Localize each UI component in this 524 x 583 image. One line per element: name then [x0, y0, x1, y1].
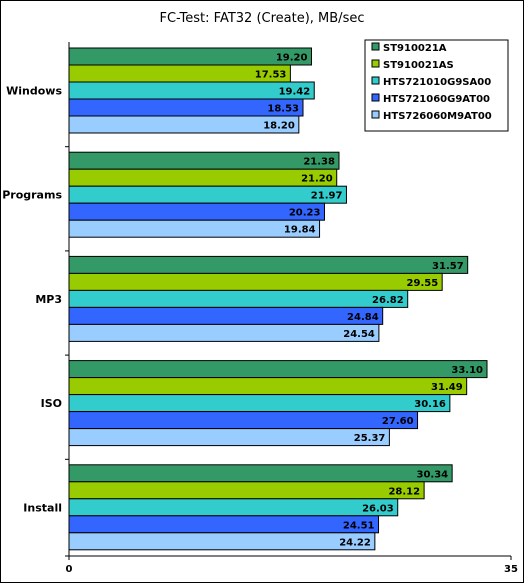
bar: [68, 168, 338, 187]
data-label: 17.53: [255, 70, 287, 81]
data-label: 31.49: [431, 382, 463, 393]
data-label: 19.42: [279, 87, 311, 98]
bar: [68, 515, 380, 534]
bar: [68, 498, 399, 517]
category-label: MP3: [35, 293, 62, 306]
bar: [68, 306, 384, 325]
bar: [68, 532, 376, 551]
data-label: 25.37: [354, 433, 386, 444]
data-label: 19.20: [276, 53, 308, 64]
data-label: 20.23: [289, 208, 321, 219]
bar: [68, 289, 409, 308]
legend-entry: HTS721010G9SA00: [383, 77, 491, 88]
data-label: 24.54: [343, 329, 375, 340]
data-label: 24.22: [339, 537, 371, 548]
data-label: 30.34: [417, 469, 449, 480]
data-label: 28.12: [388, 486, 420, 497]
legend-swatch: [371, 42, 380, 51]
bar: [68, 464, 453, 483]
category-label: Windows: [6, 85, 62, 98]
data-label: 24.51: [343, 520, 375, 531]
legend-entry: HTS726060M9AT00: [383, 111, 492, 122]
plot-area: 19.20 17.53 19.42 18.53 18.20 Windows 21.38 21.…: [2, 42, 518, 575]
legend-swatch: [371, 59, 380, 68]
data-label: 21.20: [301, 174, 333, 185]
bar: [68, 411, 419, 430]
bar: [68, 377, 468, 396]
category-label: Install: [23, 501, 62, 514]
data-label: 27.60: [382, 416, 414, 427]
data-label: 29.55: [407, 278, 439, 289]
category-label: Programs: [2, 189, 62, 202]
data-label: 31.57: [432, 261, 464, 272]
legend-entry: ST910021AS: [383, 60, 454, 71]
data-label: 30.16: [414, 399, 446, 410]
x-tick-label: 0: [66, 564, 73, 575]
data-label: 18.53: [267, 104, 299, 115]
bar: [68, 481, 425, 500]
legend-swatch: [371, 110, 380, 119]
data-label: 21.97: [311, 191, 343, 202]
legend-entry: HTS721060G9AT00: [383, 94, 490, 105]
data-label: 33.10: [451, 365, 483, 376]
bar: [68, 428, 390, 447]
bar: [68, 219, 321, 238]
bar: [68, 185, 347, 204]
data-label: 19.84: [284, 225, 316, 236]
bar: [68, 323, 380, 342]
x-tick-label: 35: [504, 564, 518, 575]
bar: [68, 255, 469, 274]
legend-swatch: [371, 93, 380, 102]
bar: [68, 151, 340, 170]
category-label: ISO: [41, 397, 62, 410]
legend: ST910021A ST910021AS HTS721010G9SA00 HTS721…: [364, 39, 509, 132]
data-label: 18.20: [263, 121, 295, 132]
data-label: 24.84: [347, 312, 379, 323]
legend-entry: ST910021A: [383, 43, 447, 54]
bar: [68, 394, 451, 413]
legend-swatch: [371, 76, 380, 85]
data-label: 26.03: [362, 503, 394, 514]
bar: [68, 202, 325, 221]
bar: [68, 360, 488, 379]
data-label: 26.82: [372, 295, 404, 306]
data-label: 21.38: [303, 157, 335, 168]
bar: [68, 272, 443, 291]
bar: [68, 81, 315, 100]
legend-box: [364, 39, 509, 132]
chart-title: FC-Test: FAT32 (Create), MB/sec: [160, 11, 365, 26]
